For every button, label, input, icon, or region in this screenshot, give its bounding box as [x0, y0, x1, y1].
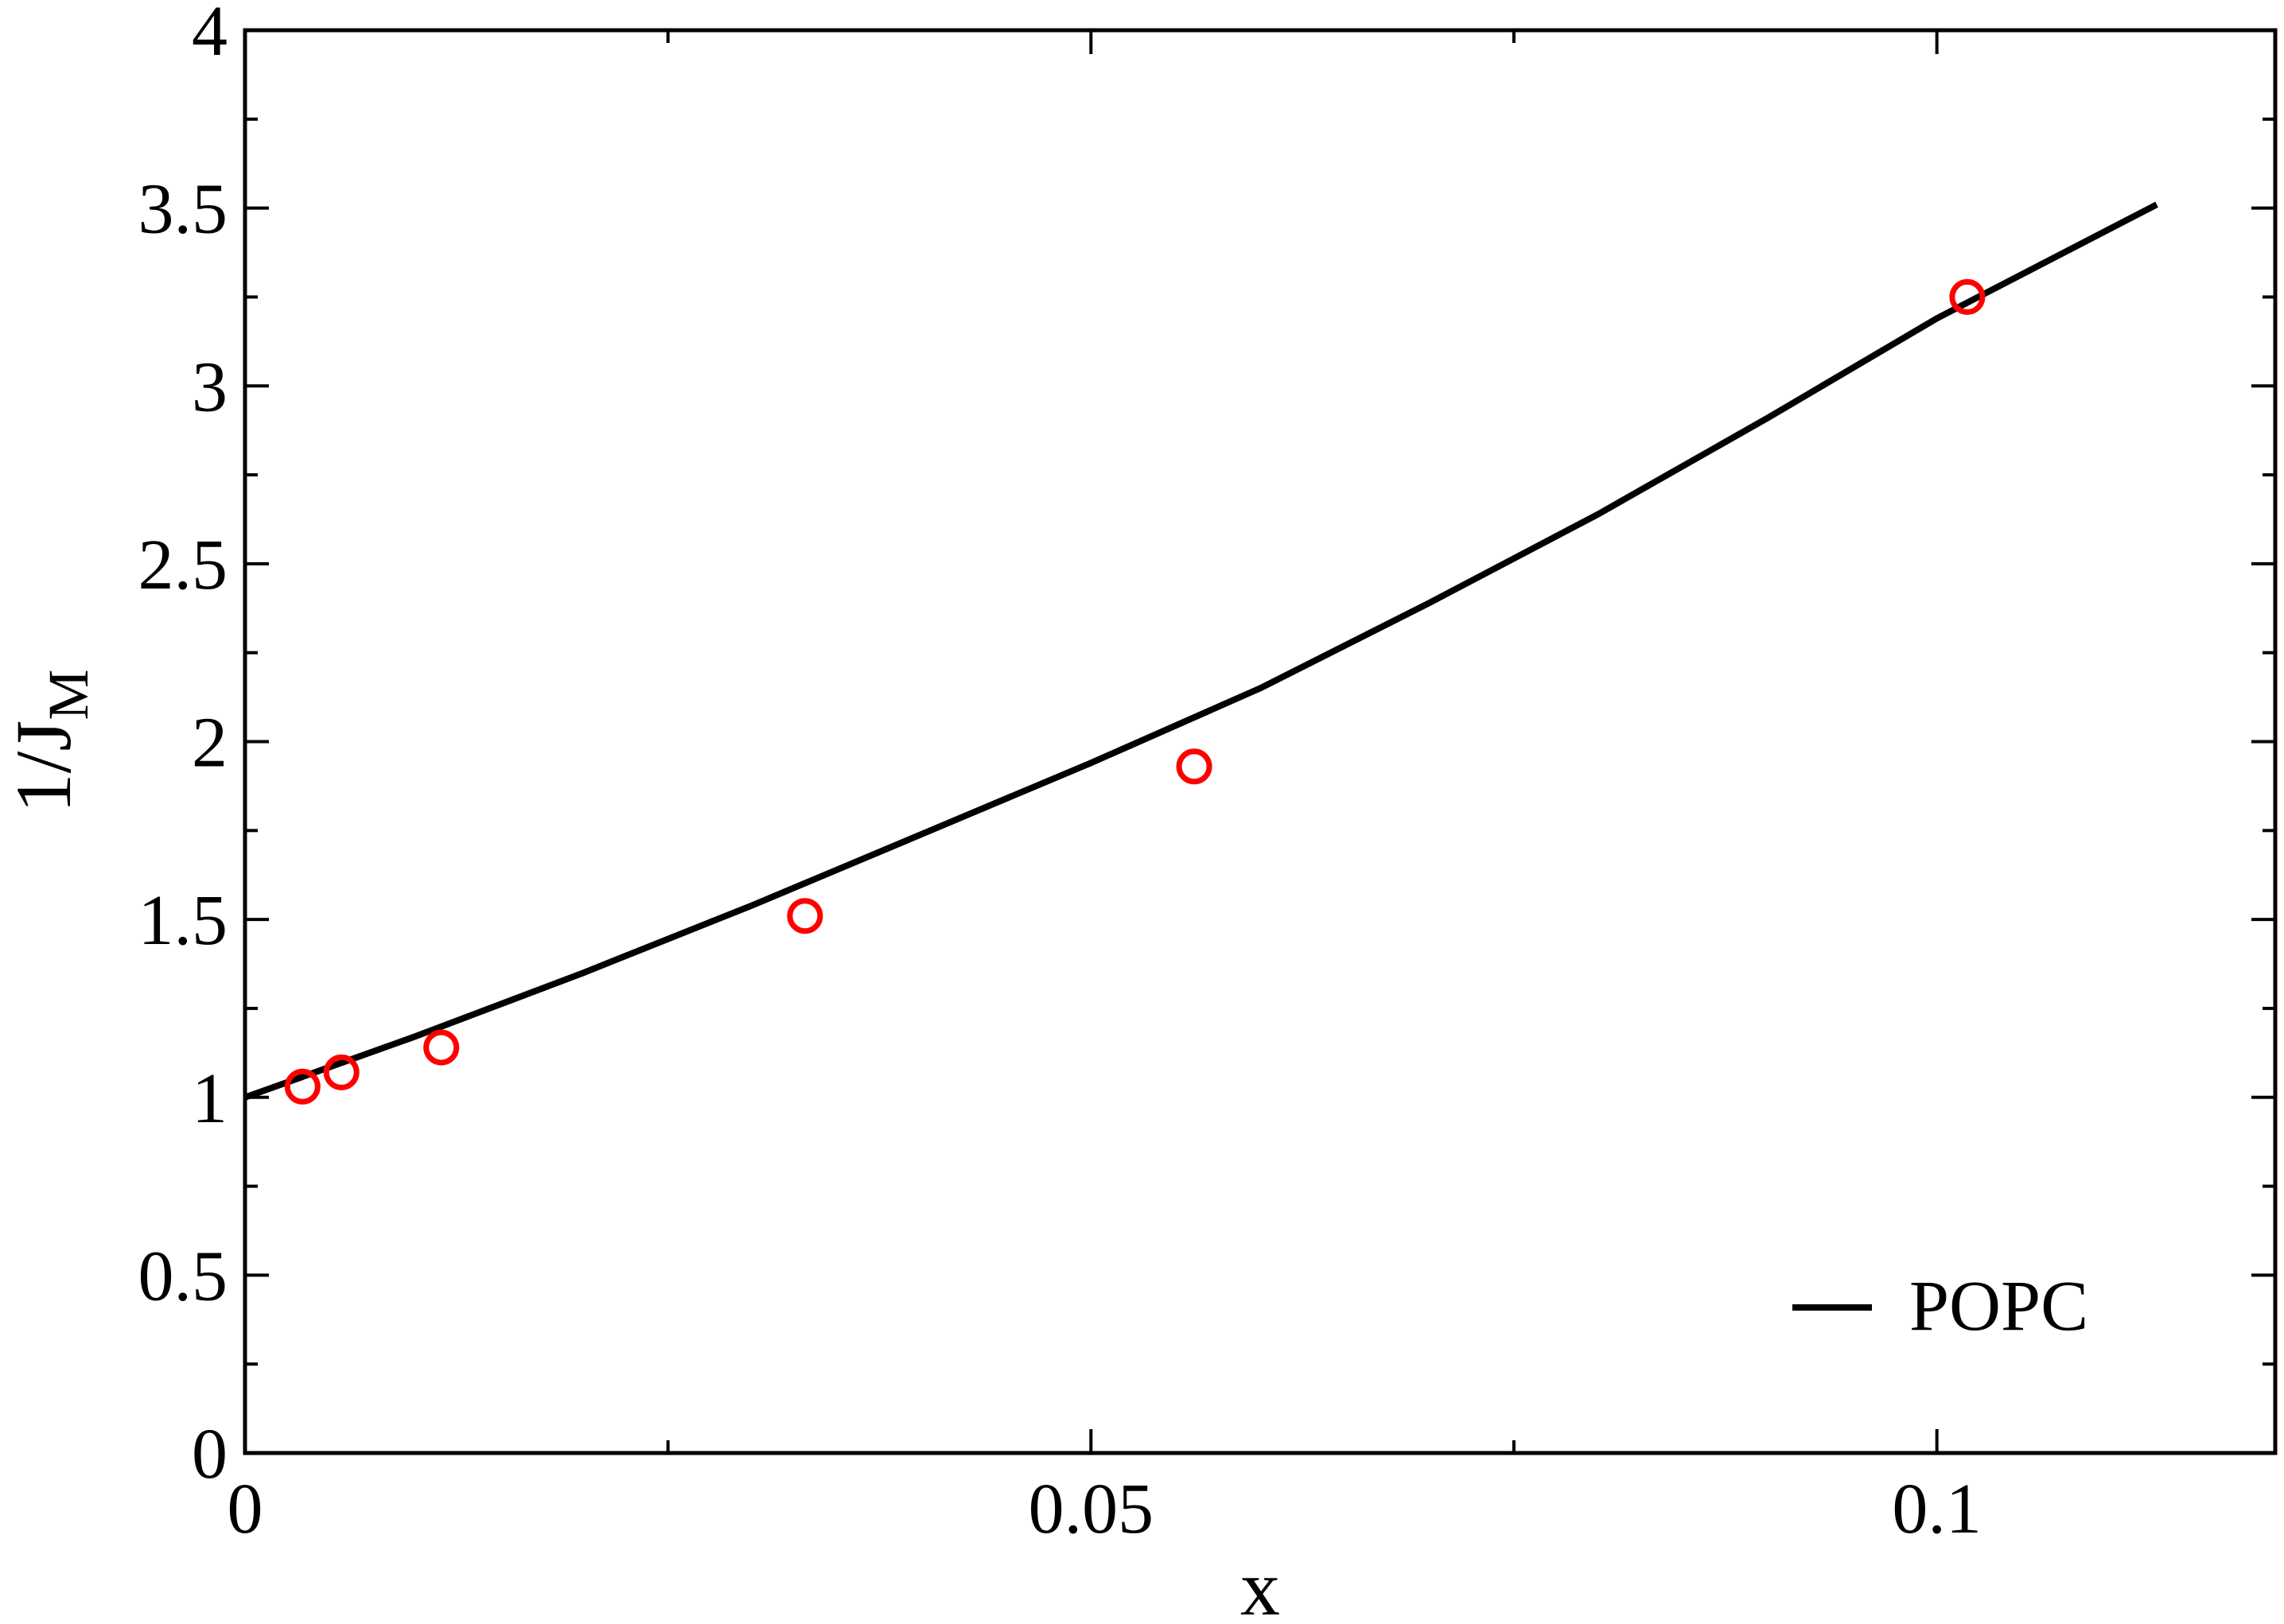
y-axis-title-main: 1/J [0, 721, 88, 814]
x-tick-label: 0 [228, 1470, 263, 1548]
y-tick-label: 4 [192, 0, 228, 71]
popc-fit-line [243, 201, 2158, 1101]
y-axis-title-sub: M [37, 670, 100, 721]
y-tick-label: 0.5 [138, 1237, 228, 1315]
plot-content [243, 201, 2158, 1105]
y-tick-label: 1.5 [138, 881, 228, 960]
y-axis-title: 1/JM [0, 670, 100, 814]
y-tick-label: 3.5 [138, 170, 228, 249]
plot-frame [243, 28, 2278, 1455]
legend-label: POPC [1909, 1267, 2088, 1346]
y-tick-label: 2.5 [138, 526, 228, 604]
legend: POPC [1792, 1267, 2088, 1346]
major-ticks [243, 29, 2275, 1455]
data-point-marker [284, 1068, 321, 1105]
x-tick-labels: 0 0.05 0.1 [228, 1470, 1982, 1548]
y-tick-labels: 0 0.5 1 1.5 2 2.5 3 3.5 4 [138, 0, 228, 1494]
data-point-marker [423, 1029, 460, 1066]
data-point-marker [1949, 278, 1986, 315]
x-axis-title: x [1240, 1544, 1280, 1624]
data-point-marker [323, 1054, 360, 1090]
x-tick-label: 0.05 [1029, 1470, 1154, 1548]
data-point-marker [787, 898, 823, 934]
y-tick-label: 1 [192, 1059, 228, 1138]
y-tick-label: 2 [192, 704, 228, 783]
minor-ticks [245, 30, 2275, 1453]
y-tick-label: 3 [192, 348, 228, 426]
x-tick-label: 0.1 [1892, 1470, 1982, 1548]
data-point-marker [1176, 748, 1212, 785]
y-tick-label: 0 [192, 1415, 228, 1494]
